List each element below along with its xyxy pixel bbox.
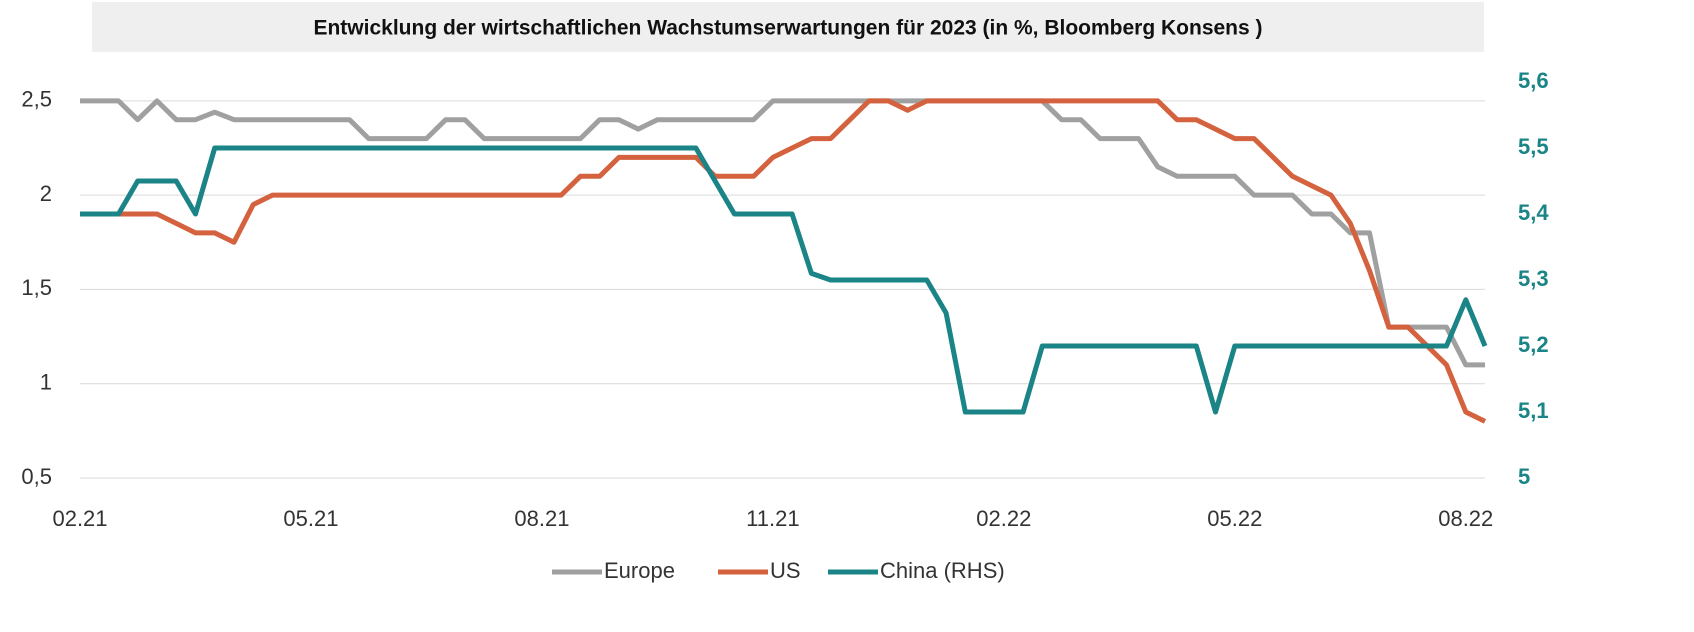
y-tick-label: 0,5 (21, 464, 52, 489)
x-tick-label: 08.22 (1438, 506, 1493, 531)
y2-tick-label: 5 (1518, 464, 1530, 489)
y-tick-label: 2,5 (21, 87, 52, 112)
series-line (80, 98, 1487, 424)
y-tick-label: 1 (40, 370, 52, 395)
series-line (80, 145, 1488, 415)
x-tick-label: 11.21 (746, 506, 799, 531)
chart-title: Entwicklung der wirtschaftlichen Wachstu… (313, 17, 1262, 40)
y-tick-label: 1,5 (21, 275, 52, 300)
series-line (80, 98, 1485, 368)
legend-label: China (RHS) (880, 558, 1005, 583)
x-tick-label: 05.21 (283, 506, 338, 531)
legend-label: Europe (604, 558, 675, 583)
y-tick-label: 2 (40, 181, 52, 206)
y2-tick-label: 5,2 (1518, 332, 1549, 357)
y2-tick-label: 5,5 (1518, 134, 1549, 159)
y2-tick-label: 5,4 (1518, 200, 1549, 225)
legend-label: US (770, 558, 801, 583)
y2-tick-label: 5,3 (1518, 266, 1549, 291)
y2-tick-label: 5,1 (1518, 398, 1549, 423)
x-tick-label: 08.21 (514, 506, 569, 531)
x-tick-label: 02.21 (52, 506, 107, 531)
x-tick-label: 05.22 (1207, 506, 1262, 531)
x-tick-label: 02.22 (976, 506, 1031, 531)
y2-tick-label: 5,6 (1518, 68, 1549, 93)
title-box (92, 2, 1484, 52)
